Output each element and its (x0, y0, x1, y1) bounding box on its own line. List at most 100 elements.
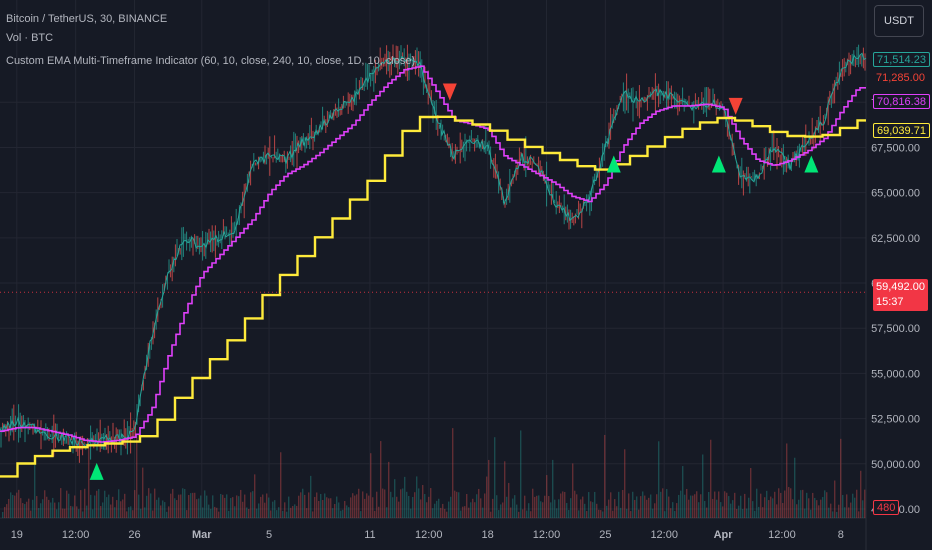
volume-bar (316, 492, 318, 518)
volume-bar (18, 489, 20, 518)
volume-legend[interactable]: Vol · BTC (6, 32, 54, 44)
volume-bar (426, 502, 428, 518)
volume-bar (424, 494, 426, 518)
y-tick-label: 50,000.00 (871, 459, 920, 471)
volume-bar (4, 506, 6, 518)
volume-bar (802, 489, 804, 518)
volume-bar (516, 504, 518, 518)
volume-bar (194, 492, 196, 518)
volume-bar (844, 507, 846, 518)
volume-bar (178, 494, 180, 518)
volume-bar (72, 506, 74, 518)
volume-bar (808, 498, 810, 518)
volume-bar (838, 504, 840, 518)
volume-bar (630, 511, 632, 518)
volume-bar (228, 510, 230, 518)
volume-bar (602, 511, 604, 518)
volume-bar (354, 495, 356, 518)
volume-bar (798, 499, 800, 518)
x-tick-label: 19 (11, 529, 23, 541)
volume-bar (760, 493, 762, 518)
volume-bar (406, 491, 408, 518)
volume-bar (712, 498, 714, 518)
volume-bar (488, 459, 490, 518)
volume-bar (514, 495, 516, 518)
volume-bar (258, 503, 260, 518)
volume-bar (96, 490, 98, 518)
volume-bar (66, 490, 68, 518)
volume-bar (698, 502, 700, 518)
volume-bar (20, 498, 22, 518)
volume-bar (378, 506, 380, 518)
volume-bar (742, 509, 744, 518)
currency-button[interactable]: USDT (874, 5, 924, 37)
volume-bar (320, 493, 322, 518)
volume-bar (192, 492, 194, 518)
volume-bar (576, 494, 578, 518)
volume-bar (272, 501, 274, 518)
volume-bar (536, 495, 538, 518)
volume-bar (546, 475, 548, 518)
volume-bar (76, 506, 78, 518)
price-tag-ema-240: 70,816.38 (873, 94, 930, 109)
volume-bar (136, 435, 138, 518)
volume-bar (94, 495, 96, 518)
volume-bar (398, 501, 400, 518)
volume-bar (832, 511, 834, 518)
volume-bar (6, 504, 8, 518)
volume-bar (584, 503, 586, 518)
volume-bar (672, 502, 674, 518)
volume-bar (14, 495, 16, 518)
volume-bar (392, 497, 394, 518)
volume-bar (388, 461, 390, 518)
volume-bar (528, 503, 530, 518)
volume-bar (220, 493, 222, 518)
volume-bar (62, 508, 64, 518)
volume-bar (318, 500, 320, 518)
volume-bar (416, 476, 418, 518)
x-tick-label: 11 (364, 529, 375, 541)
volume-bar (818, 505, 820, 518)
volume-bar (282, 510, 284, 518)
volume-bar (502, 502, 504, 518)
volume-bar (474, 502, 476, 518)
volume-bar (368, 495, 370, 518)
volume-bar (198, 498, 200, 518)
volume-bar (746, 508, 748, 518)
volume-bar (64, 508, 66, 518)
volume-bar (460, 510, 462, 518)
volume-bar (404, 476, 406, 518)
volume-bar (772, 498, 774, 518)
volume-bar (380, 441, 382, 518)
volume-bar (458, 492, 460, 518)
volume-bar (600, 510, 602, 518)
volume-bar (686, 488, 688, 518)
symbol-legend[interactable]: Bitcoin / TetherUS, 30, BINANCE (6, 13, 168, 25)
volume-bar (268, 497, 270, 518)
volume-bar (616, 506, 618, 518)
volume-bar (606, 505, 608, 518)
volume-bar (154, 488, 156, 518)
volume-bar (592, 502, 594, 518)
volume-bar (36, 496, 38, 518)
volume-bar (664, 511, 666, 518)
volume-bar (110, 504, 112, 518)
volume-bar (184, 489, 186, 518)
volume-bar (82, 511, 84, 518)
volume-bar (828, 507, 830, 518)
volume-bar (162, 500, 164, 518)
volume-bar (314, 496, 316, 518)
volume-bar (128, 507, 130, 518)
volume-bar (560, 493, 562, 518)
volume-bar (604, 434, 606, 518)
volume-bar (504, 461, 506, 518)
volume-bar (506, 496, 508, 518)
volume-bar (238, 496, 240, 518)
volume-bar (102, 502, 104, 518)
volume-bar (32, 499, 34, 518)
indicator-legend[interactable]: Custom EMA Multi-Timeframe Indicator (60… (6, 55, 416, 67)
volume-bar (86, 505, 88, 518)
volume-bar (70, 505, 72, 518)
